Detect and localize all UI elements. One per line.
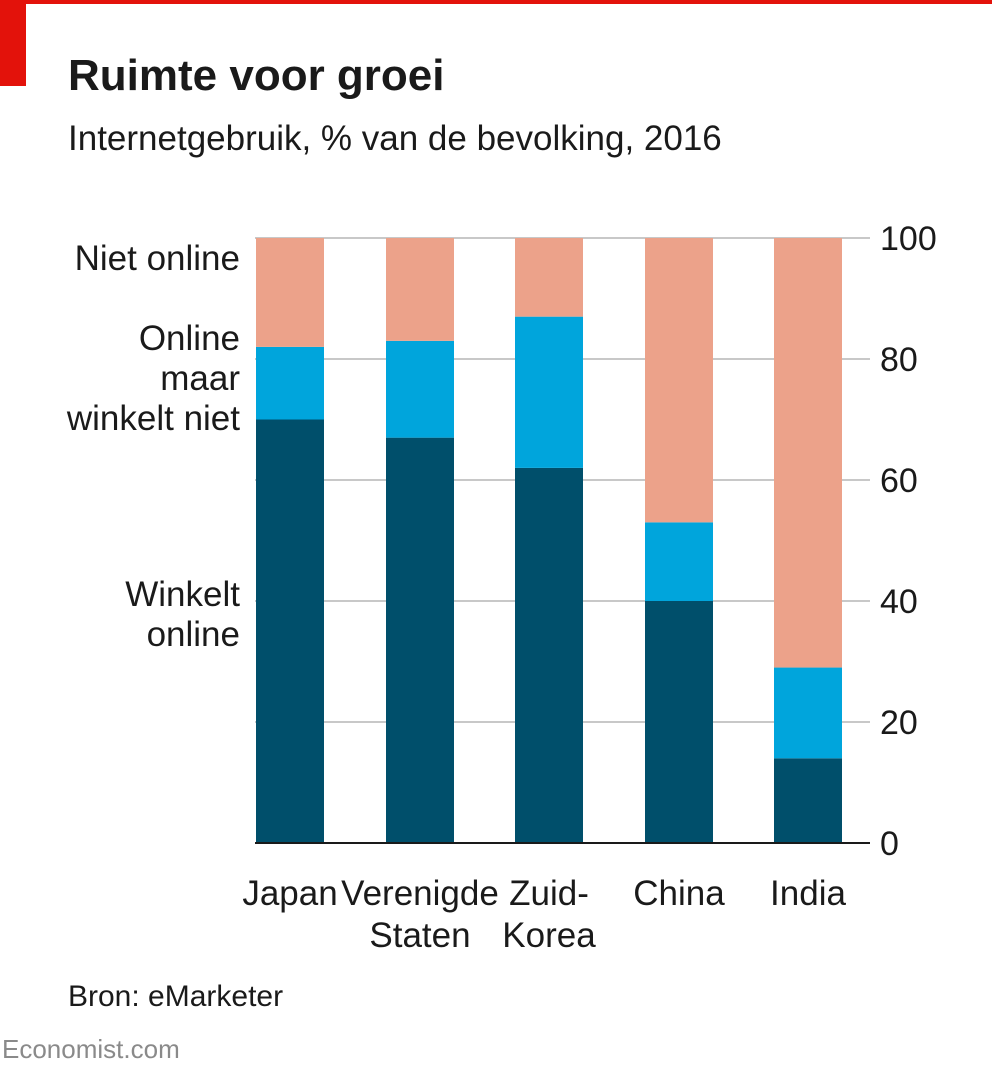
bar-segment: [645, 238, 713, 523]
bar-segment: [645, 601, 713, 843]
bar-segment: [645, 522, 713, 601]
legend-label: Winkelt online: [125, 575, 240, 654]
legend-label: Niet online: [75, 239, 240, 278]
bar-segment: [256, 238, 324, 347]
bar-segment: [515, 238, 583, 317]
bar-segment: [515, 316, 583, 468]
bar-segment: [256, 419, 324, 843]
bar-segment: [774, 667, 842, 759]
footer: Economist.com: [2, 1034, 180, 1064]
y-tick-label: 40: [880, 583, 918, 621]
x-tick-label: India: [770, 874, 846, 913]
red-tag: [0, 0, 26, 86]
source: Bron: eMarketer: [68, 980, 283, 1013]
bar-segment: [386, 238, 454, 341]
bar-segment: [386, 437, 454, 843]
chart-subtitle: Internetgebruik, % van de bevolking, 201…: [68, 119, 722, 158]
x-tick-label: Zuid-Korea: [502, 874, 596, 955]
y-tick-label: 20: [880, 704, 918, 742]
y-tick-label: 100: [880, 220, 937, 258]
chart-title: Ruimte voor groei: [68, 51, 445, 100]
x-tick-label: China: [633, 874, 725, 913]
legend-label: Online maar winkelt niet: [66, 319, 240, 438]
top-rule: [0, 0, 992, 4]
bar-segment: [774, 238, 842, 668]
bar-segment: [774, 758, 842, 843]
bar-segment: [386, 340, 454, 438]
bar-segment: [515, 467, 583, 843]
bar-segment: [256, 346, 324, 420]
x-tick-label: Verenigde Staten: [341, 874, 499, 955]
y-tick-label: 60: [880, 462, 918, 500]
y-tick-label: 80: [880, 341, 918, 379]
x-tick-label: Japan: [242, 874, 337, 913]
y-tick-label: 0: [880, 825, 899, 863]
